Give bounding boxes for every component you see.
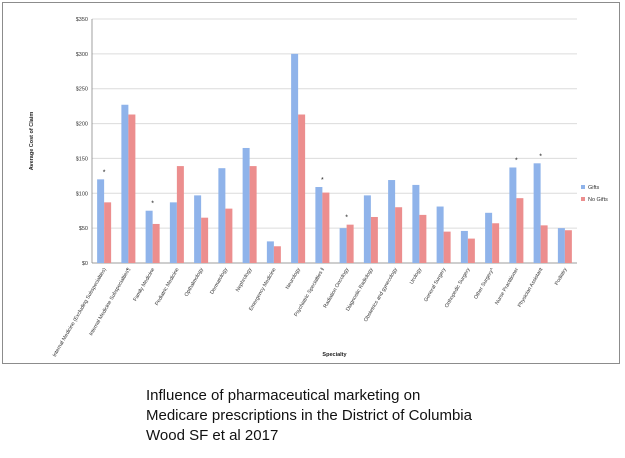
bar-no-gifts	[225, 208, 233, 263]
bar-gifts	[242, 147, 250, 263]
bar-no-gifts	[540, 225, 548, 263]
bar-gifts	[315, 187, 323, 263]
y-tick-label: $50	[79, 226, 88, 232]
x-axis-title: Specialty	[322, 352, 347, 358]
bar-no-gifts	[104, 202, 112, 263]
bar-no-gifts	[564, 230, 572, 263]
bar-no-gifts	[249, 166, 257, 263]
bar-no-gifts	[492, 223, 500, 263]
bar-gifts	[291, 53, 299, 263]
x-tick-label: Radiation Oncology	[323, 267, 351, 310]
bar-gifts	[412, 184, 420, 263]
legend-label: Gifts	[588, 185, 600, 191]
bar-gifts	[145, 210, 153, 263]
x-tick-label: Podiatry	[554, 267, 569, 287]
y-tick-label: $100	[76, 191, 88, 197]
y-tick-label: $300	[76, 52, 88, 58]
x-tick-label: Nurse Practitioner	[494, 267, 520, 306]
x-tick-label: Family Medicine	[132, 267, 156, 303]
y-tick-label: $200	[76, 122, 88, 128]
significance-marker: *	[103, 169, 106, 176]
significance-marker: *	[515, 157, 518, 164]
bar-no-gifts	[346, 224, 354, 263]
bar-gifts	[97, 179, 105, 263]
x-tick-label: Urology	[409, 267, 423, 286]
x-tick-label: General Surgery	[423, 267, 447, 303]
bar-gifts	[339, 228, 347, 263]
figure-caption: Influence of pharmaceutical marketing on…	[146, 386, 616, 446]
significance-marker: *	[345, 215, 348, 222]
bar-no-gifts	[128, 114, 136, 263]
bar-no-gifts	[201, 217, 209, 263]
x-tick-label: Orthopedic Surgery	[444, 267, 472, 309]
legend-swatch	[581, 185, 585, 189]
bar-no-gifts	[322, 192, 330, 263]
bar-no-gifts	[395, 207, 403, 263]
significance-marker: *	[151, 201, 154, 208]
bar-no-gifts	[467, 238, 475, 263]
x-tick-label: Other Surgery^	[473, 267, 496, 301]
x-tick-label: Pediatric Medicine	[154, 267, 180, 307]
legend-label: No Gifts	[588, 197, 608, 203]
x-tick-label: Diagnostic Radiology	[345, 267, 375, 313]
bar-gifts	[266, 241, 274, 263]
x-tick-label: Dermatology	[209, 267, 229, 296]
significance-marker: *	[539, 153, 542, 160]
bar-no-gifts	[152, 223, 160, 263]
y-tick-label: $350	[76, 17, 88, 23]
bar-no-gifts	[176, 166, 184, 263]
bar-no-gifts	[419, 214, 427, 263]
y-tick-label: $0	[82, 261, 88, 267]
bar-gifts	[218, 168, 226, 263]
bar-gifts	[460, 230, 468, 263]
bar-no-gifts	[273, 246, 281, 263]
x-tick-label: Opthalmology	[184, 267, 205, 298]
bar-gifts	[388, 180, 396, 263]
bar-gifts	[121, 104, 129, 264]
caption-line-3: Wood SF et al 2017	[146, 427, 279, 444]
x-tick-label: Physician Assistant	[517, 267, 545, 309]
y-axis-title: Average Cost of Claim	[29, 112, 35, 171]
chart-frame: $0 $50 $100 $150 $200 $250 $300 $350 * * * * * * Inter…	[2, 2, 620, 364]
bar-no-gifts	[516, 198, 524, 263]
bar-gifts	[509, 167, 517, 263]
y-tick-label: $250	[76, 87, 88, 93]
x-tick-label: Nephrology	[235, 267, 254, 293]
legend-swatch	[581, 197, 585, 201]
bar-gifts	[436, 206, 444, 263]
caption-line-2: Medicare prescriptions in the District o…	[146, 407, 472, 424]
bar-gifts	[533, 163, 541, 263]
caption-line-1: Influence of pharmaceutical marketing on	[146, 387, 421, 404]
bar-gifts	[485, 212, 493, 263]
bar-chart: $0 $50 $100 $150 $200 $250 $300 $350 * * * * * * Inter…	[29, 17, 608, 358]
bar-gifts	[363, 195, 371, 263]
x-tick-label: Emergency Medicine	[248, 267, 277, 312]
x-tick-label: Internal Medicine Subspecialties¶	[88, 267, 132, 337]
bar-no-gifts	[443, 231, 451, 263]
bar-gifts	[169, 202, 177, 263]
y-tick-label: $150	[76, 156, 88, 162]
bar-gifts	[557, 228, 565, 263]
x-tick-label: Neurology	[285, 267, 302, 291]
bar-no-gifts	[370, 216, 378, 263]
significance-marker: *	[321, 177, 324, 184]
bar-gifts	[194, 195, 202, 263]
bar-no-gifts	[298, 114, 306, 263]
